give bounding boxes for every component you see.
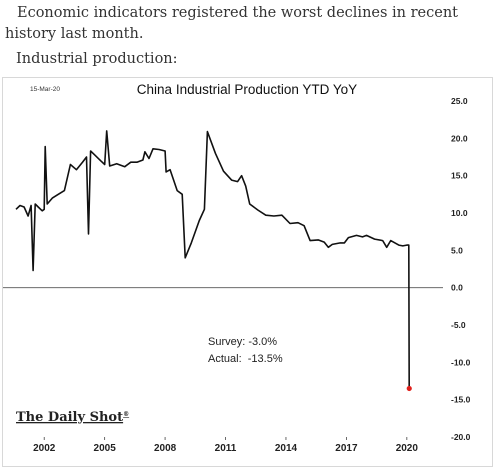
y-tick-label: 25.0 — [451, 96, 468, 106]
intro-text: Economic indicators registered the worst… — [5, 5, 459, 42]
y-tick-label: 5.0 — [451, 245, 463, 255]
chart-container: 15-Mar-20 China Industrial Production YT… — [2, 77, 493, 467]
y-tick-label: 0.0 — [451, 283, 463, 293]
y-tick-label: -5.0 — [451, 320, 466, 330]
chart-title: China Industrial Production YTD YoY — [137, 82, 357, 97]
chart-date-stamp: 15-Mar-20 — [30, 86, 60, 93]
x-tick-label: 2014 — [275, 443, 298, 454]
y-tick-label: -15.0 — [451, 395, 471, 405]
x-tick-label: 2002 — [33, 443, 56, 454]
series-line — [15, 130, 410, 389]
watermark-logo: The Daily Shot® — [16, 410, 129, 425]
subheading: Industrial production: — [16, 51, 178, 67]
y-tick-label: 10.0 — [451, 208, 468, 218]
x-tick-label: 2011 — [215, 443, 237, 454]
y-tick-label: 20.0 — [451, 133, 468, 143]
annotation-survey: Survey: -3.0% — [208, 336, 277, 348]
x-tick-label: 2008 — [154, 443, 177, 454]
intro-paragraph: Economic indicators registered the worst… — [5, 3, 489, 45]
line-chart: 15-Mar-20 China Industrial Production YT… — [3, 82, 471, 454]
y-tick-label: -20.0 — [451, 432, 471, 442]
last-data-point — [406, 385, 412, 392]
annotation-actual: Actual: -13.5% — [208, 353, 283, 365]
x-tick-label: 2005 — [94, 443, 117, 454]
y-tick-label: -10.0 — [451, 357, 471, 367]
y-tick-label: 15.0 — [451, 171, 468, 181]
x-tick-label: 2017 — [335, 443, 358, 454]
x-tick-label: 2020 — [396, 443, 419, 454]
